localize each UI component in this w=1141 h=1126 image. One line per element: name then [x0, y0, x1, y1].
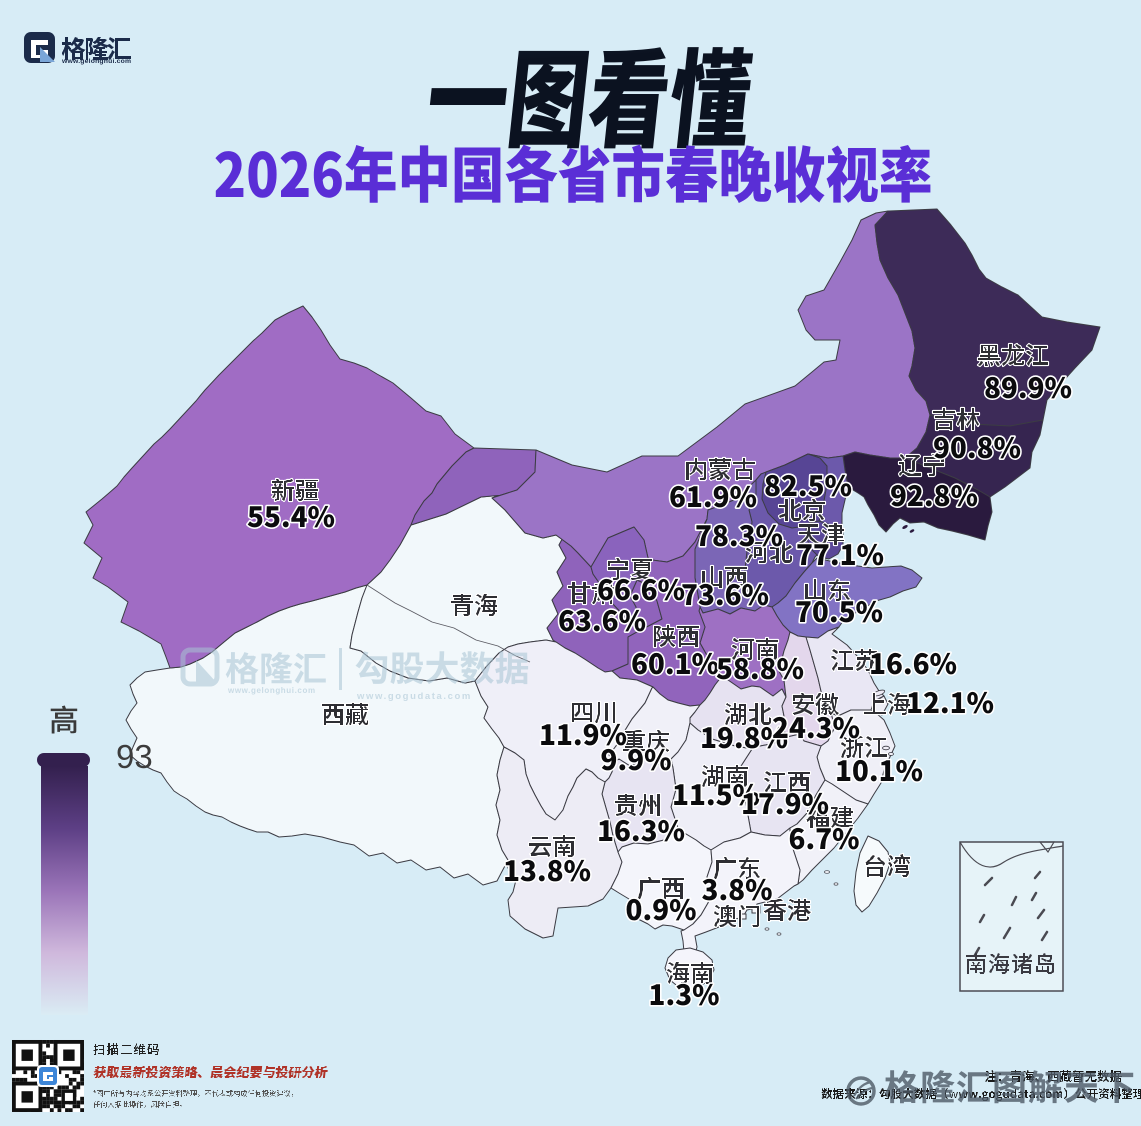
- svg-text:93: 93: [116, 738, 153, 775]
- svg-text:www.gogudata.com: www.gogudata.com: [356, 691, 472, 702]
- svg-text:www.gelonghui.com: www.gelonghui.com: [227, 686, 316, 695]
- svg-text:www.gelonghui.com: www.gelonghui.com: [61, 58, 131, 65]
